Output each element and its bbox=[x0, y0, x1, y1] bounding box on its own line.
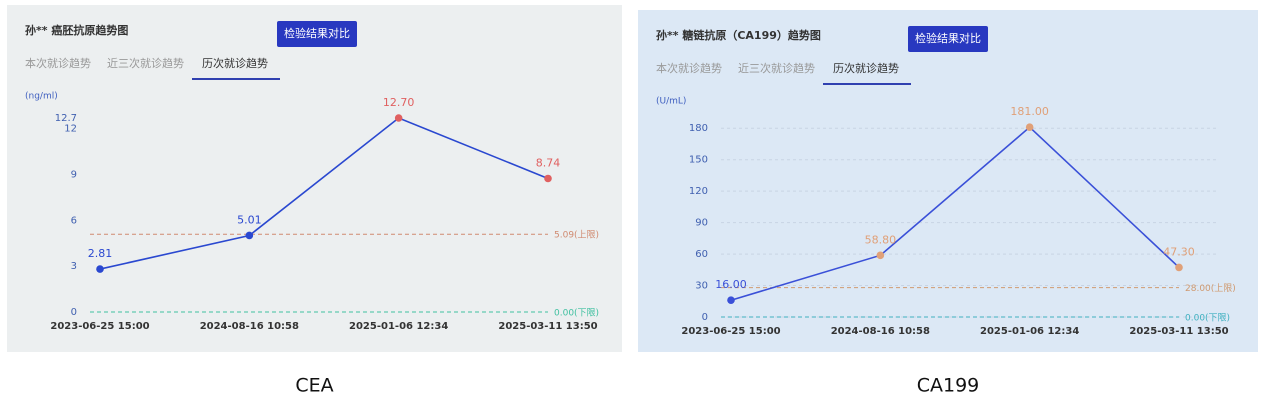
chart-title: 孙** 糖链抗原（CA199）趋势图 bbox=[656, 28, 821, 42]
point bbox=[544, 174, 552, 183]
value-label: 2.81 bbox=[88, 247, 113, 260]
tab[interactable]: 近三次就诊趋势 bbox=[107, 56, 184, 70]
y-tick-label: 90 bbox=[695, 218, 708, 229]
value-label: 181.00 bbox=[1010, 105, 1049, 118]
reference-label: 5.09(上限) bbox=[554, 230, 599, 241]
tab[interactable]: 近三次就诊趋势 bbox=[738, 61, 815, 75]
y-tick-label: 6 bbox=[71, 215, 77, 226]
y-tick-label: 120 bbox=[689, 186, 708, 197]
point bbox=[394, 114, 403, 122]
series-line bbox=[99, 117, 549, 270]
caption: CA199 bbox=[917, 375, 980, 397]
y-axis-label: (U/mL) bbox=[656, 97, 686, 107]
reference-label: 0.00(下限) bbox=[554, 308, 599, 319]
y-tick-label: 0 bbox=[71, 307, 77, 318]
compare-button-label[interactable]: 检验结果对比 bbox=[915, 31, 981, 45]
caption: CEA bbox=[295, 375, 333, 397]
point bbox=[1175, 263, 1183, 272]
reference-label: 0.00(下限) bbox=[1185, 313, 1230, 324]
chart-title: 孙** 癌胚抗原趋势图 bbox=[25, 23, 128, 37]
y-tick-label: 60 bbox=[695, 249, 708, 260]
value-label: 12.70 bbox=[383, 96, 415, 109]
value-label: 5.01 bbox=[237, 213, 262, 226]
x-tick-label: 2025-03-11 13:50 bbox=[498, 321, 597, 332]
compare-button[interactable] bbox=[277, 21, 357, 47]
x-tick-label: 2024-08-16 10:58 bbox=[831, 326, 930, 337]
point bbox=[1025, 123, 1034, 131]
y-tick-label: 150 bbox=[689, 155, 708, 166]
y-tick-label: 0 bbox=[702, 312, 708, 323]
y-tick-label: 180 bbox=[689, 123, 708, 134]
x-tick-label: 2025-01-06 12:34 bbox=[980, 326, 1079, 337]
x-tick-label: 2025-03-11 13:50 bbox=[1129, 326, 1228, 337]
y-tick-label: 12 bbox=[64, 124, 77, 135]
value-label: 8.74 bbox=[536, 156, 561, 169]
point bbox=[727, 296, 735, 305]
value-label: 58.80 bbox=[865, 233, 897, 246]
tab[interactable]: 历次就诊趋势 bbox=[833, 61, 899, 75]
compare-button-label[interactable]: 检验结果对比 bbox=[284, 26, 350, 40]
point bbox=[96, 265, 104, 273]
x-tick-label: 2023-06-25 15:00 bbox=[681, 326, 780, 337]
y-tick-label: 3 bbox=[71, 261, 77, 272]
tab[interactable]: 历次就诊趋势 bbox=[202, 56, 268, 70]
point bbox=[876, 251, 885, 260]
x-tick-label: 2025-01-06 12:34 bbox=[349, 321, 448, 332]
y-tick-label: 30 bbox=[695, 281, 708, 292]
series-line bbox=[730, 126, 1180, 301]
y-axis-label: (ng/ml) bbox=[25, 92, 58, 102]
x-tick-label: 2023-06-25 15:00 bbox=[50, 321, 149, 332]
value-label: 16.00 bbox=[715, 278, 747, 291]
panel-bg bbox=[7, 5, 622, 352]
y-tick-label: 12.7 bbox=[55, 113, 77, 124]
point bbox=[245, 231, 254, 240]
tab[interactable]: 本次就诊趋势 bbox=[25, 56, 91, 70]
x-tick-label: 2024-08-16 10:58 bbox=[200, 321, 299, 332]
compare-button[interactable] bbox=[908, 26, 988, 52]
value-label: 47.30 bbox=[1163, 245, 1195, 258]
y-tick-label: 9 bbox=[71, 170, 77, 181]
panel-bg bbox=[638, 10, 1258, 352]
tab[interactable]: 本次就诊趋势 bbox=[656, 61, 722, 75]
reference-label: 28.00(上限) bbox=[1185, 283, 1236, 294]
